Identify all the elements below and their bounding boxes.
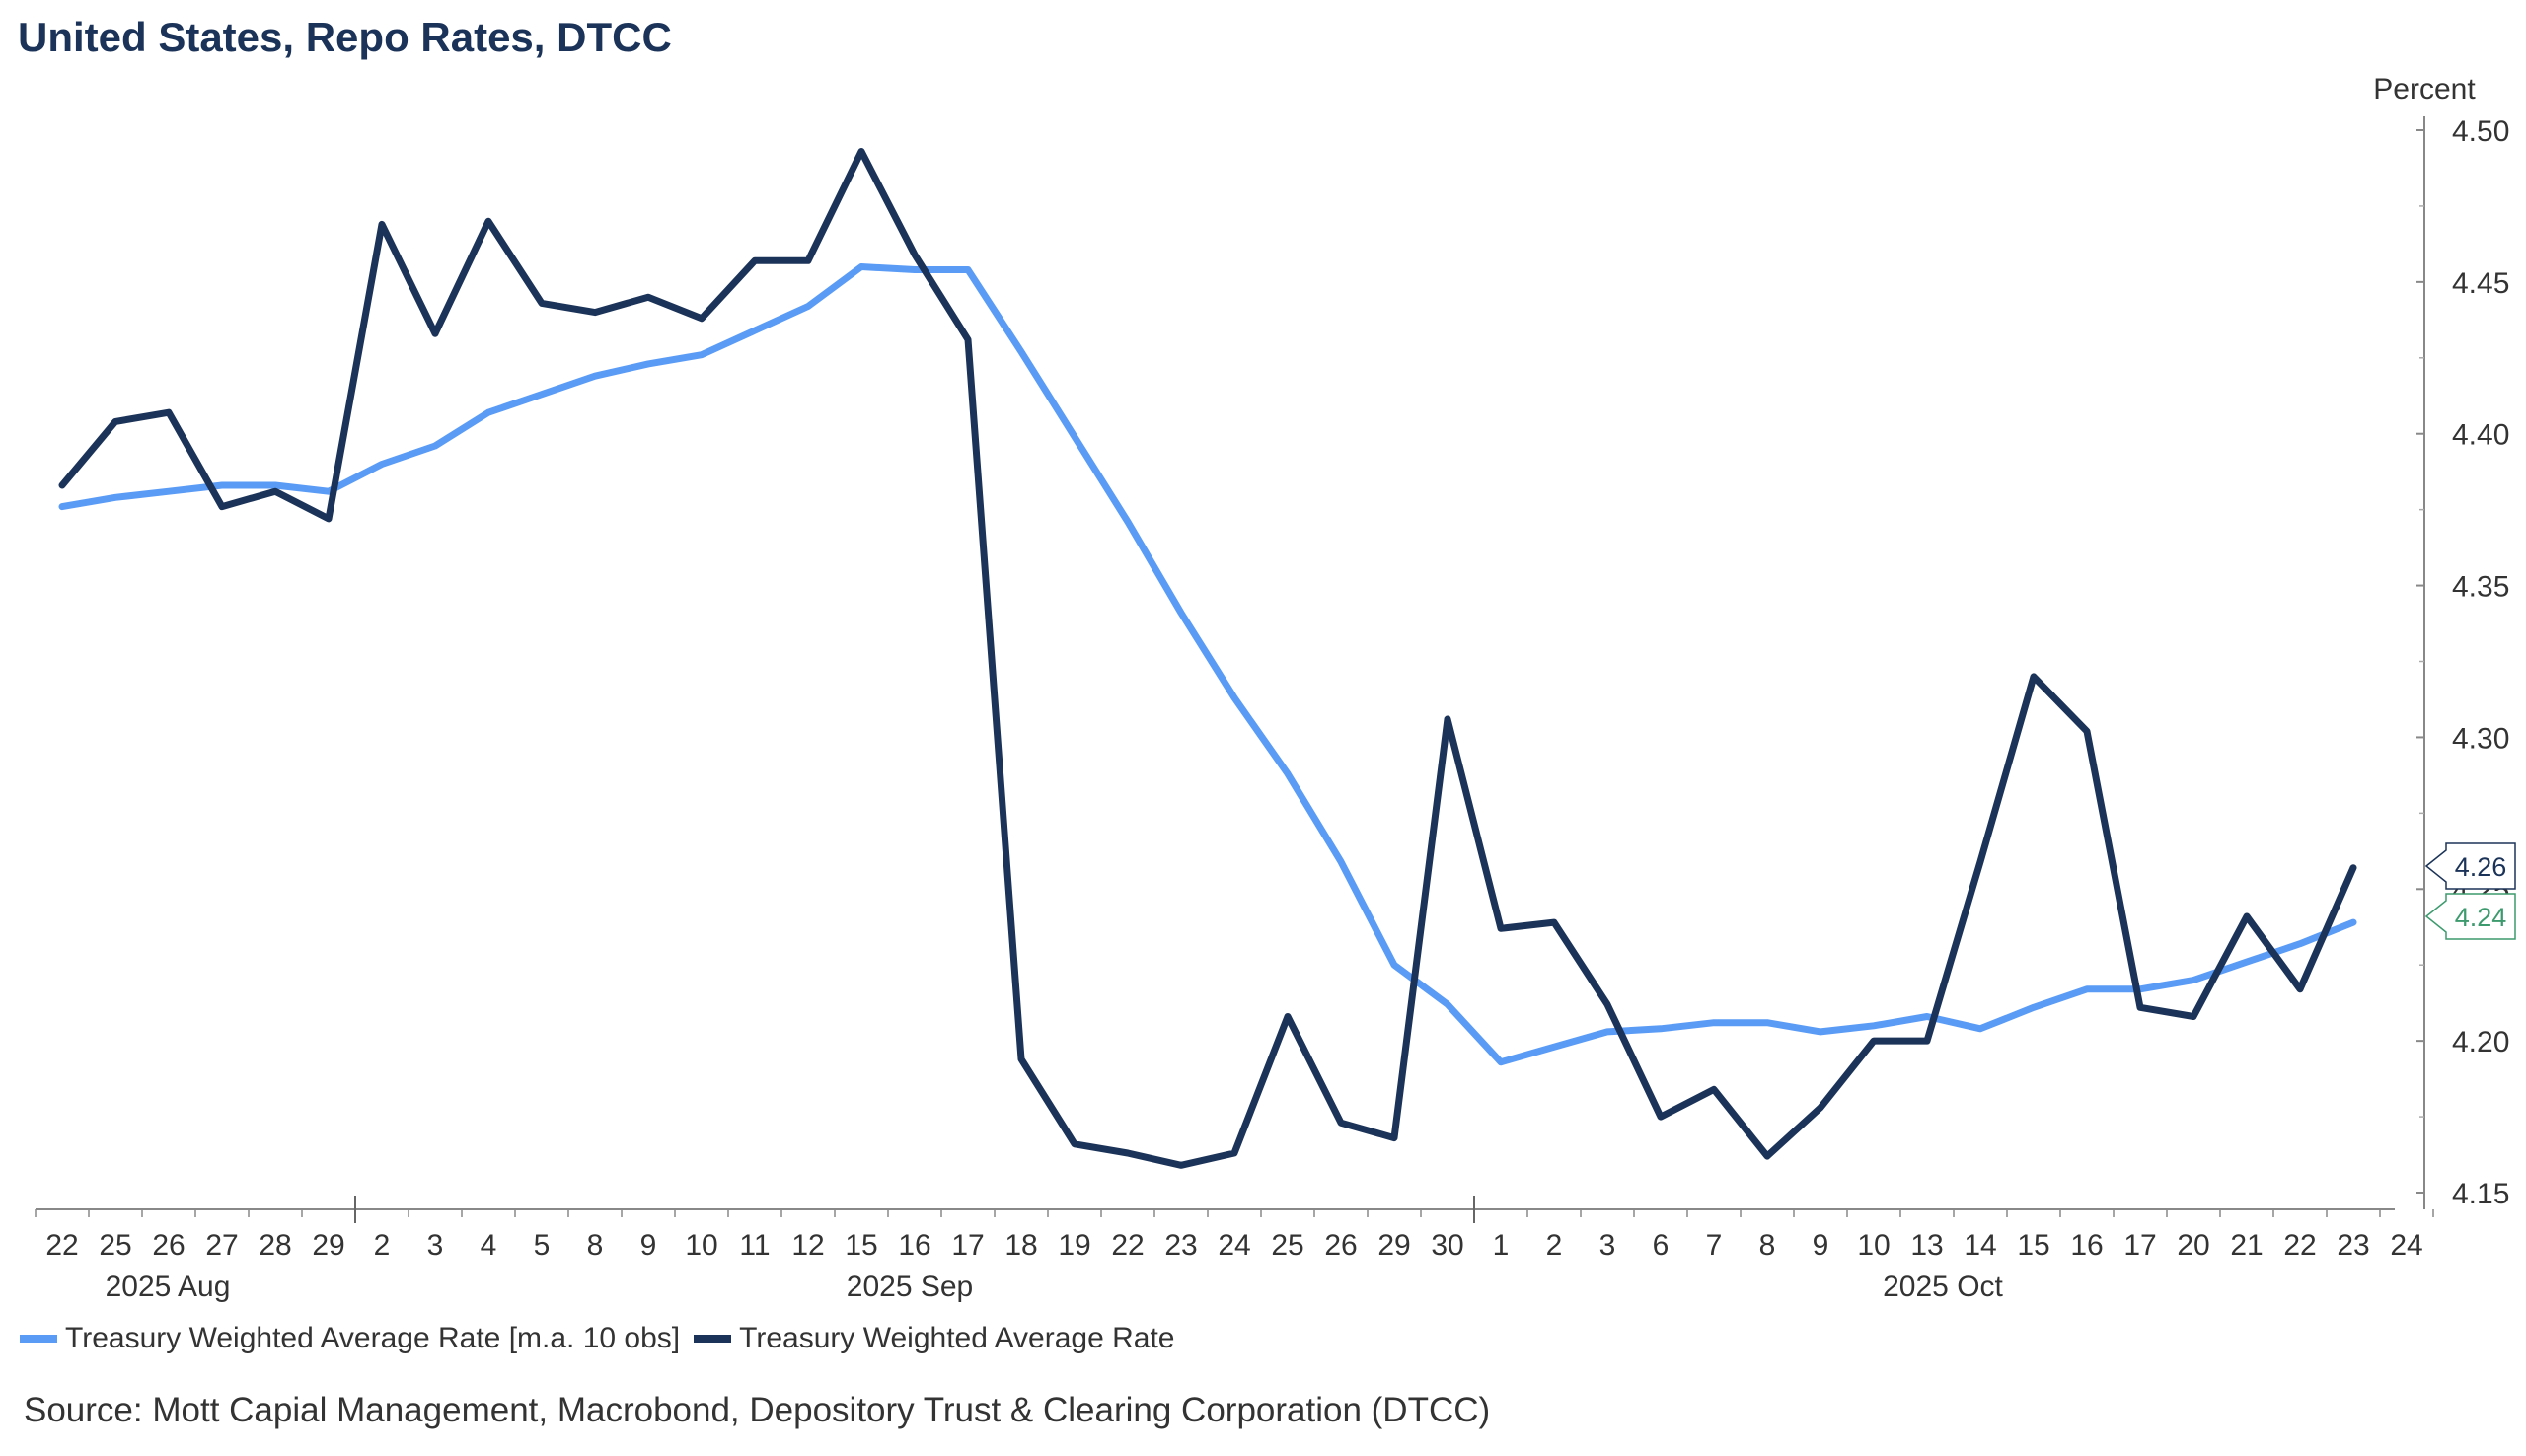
- x-tick-label: 8: [1759, 1229, 1776, 1262]
- series-lines: [58, 148, 2357, 1169]
- x-tick-label: 27: [205, 1229, 238, 1262]
- legend: Treasury Weighted Average Rate [m.a. 10 …: [20, 1322, 1188, 1355]
- x-tick-label: 1: [1493, 1229, 1510, 1262]
- x-tick-label: 12: [791, 1229, 824, 1262]
- series-line-moving-average: [58, 263, 2357, 1066]
- x-tick-label: 16: [2070, 1229, 2103, 1262]
- x-tick-label: 6: [1653, 1229, 1670, 1262]
- x-tick-label: 14: [1964, 1229, 1996, 1262]
- y-tick-label: 4.20: [2452, 1026, 2509, 1058]
- y-tick-label: 4.30: [2452, 722, 2509, 755]
- x-tick-label: 2: [374, 1229, 391, 1262]
- end-value-labels: 4.26 4.24: [2424, 842, 2516, 940]
- legend-label-rate: Treasury Weighted Average Rate: [739, 1322, 1175, 1354]
- x-tick-label: 22: [45, 1229, 78, 1262]
- x-tick-label: 9: [640, 1229, 657, 1262]
- end-label: 4.26: [2424, 842, 2516, 890]
- x-tick-label: 3: [427, 1229, 444, 1262]
- y-tick-label: 4.35: [2452, 571, 2509, 604]
- y-tick-label: 4.50: [2452, 115, 2509, 148]
- x-tick-label: 26: [1324, 1229, 1357, 1262]
- y-tick-label: 4.45: [2452, 267, 2509, 300]
- y-tick-label: 4.40: [2452, 419, 2509, 452]
- x-tick-label: 19: [1058, 1229, 1090, 1262]
- x-tick-label: 10: [1857, 1229, 1890, 1262]
- x-tick-label: 22: [1111, 1229, 1144, 1262]
- x-tick-label: 24: [1218, 1229, 1250, 1262]
- legend-swatch-rate: [694, 1335, 732, 1343]
- x-tick-label: 22: [2283, 1229, 2316, 1262]
- end-label: 4.24: [2424, 893, 2516, 940]
- x-tick-label: 2: [1546, 1229, 1563, 1262]
- x-tick-label: 29: [312, 1229, 344, 1262]
- x-tick-label: 11: [739, 1229, 770, 1262]
- y-axis-label: Percent: [2373, 73, 2476, 106]
- x-tick-label: 15: [2017, 1229, 2049, 1262]
- x-tick-label: 28: [259, 1229, 291, 1262]
- x-tick-label: 17: [951, 1229, 984, 1262]
- legend-label-ma: Treasury Weighted Average Rate [m.a. 10 …: [65, 1322, 681, 1354]
- x-tick-label: 13: [1910, 1229, 1943, 1262]
- end-label-value: 4.26: [2455, 852, 2507, 882]
- x-tick-label: 3: [1599, 1229, 1616, 1262]
- x-tick-label: 8: [587, 1229, 604, 1262]
- x-tick-label: 25: [99, 1229, 131, 1262]
- end-label-box: [2424, 842, 2516, 890]
- x-tick-label: 4: [481, 1229, 497, 1262]
- x-tick-label: 30: [1431, 1229, 1463, 1262]
- x-tick-label: 24: [2390, 1229, 2422, 1262]
- legend-item-ma: Treasury Weighted Average Rate [m.a. 10 …: [20, 1322, 680, 1355]
- y-tick-label: 4.15: [2452, 1178, 2509, 1210]
- x-tick-label: 15: [845, 1229, 877, 1262]
- x-tick-label: 18: [1004, 1229, 1037, 1262]
- x-tick-label: 5: [534, 1229, 551, 1262]
- end-label-value: 4.24: [2455, 903, 2507, 932]
- x-tick-label: 25: [1271, 1229, 1303, 1262]
- source-note: Source: Mott Capial Management, Macrobon…: [24, 1391, 1491, 1429]
- x-tick-label: 20: [2177, 1229, 2209, 1262]
- x-tick-label: 10: [685, 1229, 717, 1262]
- legend-item-rate: Treasury Weighted Average Rate: [694, 1322, 1174, 1355]
- x-tick-label: 26: [152, 1229, 185, 1262]
- end-label-box: [2424, 893, 2516, 940]
- month-label: 2025 Oct: [1883, 1271, 2003, 1303]
- month-label: 2025 Aug: [106, 1271, 231, 1303]
- axes: [35, 116, 2434, 1223]
- x-tick-label: 7: [1706, 1229, 1723, 1262]
- x-tick-label: 16: [898, 1229, 930, 1262]
- chart-title: United States, Repo Rates, DTCC: [18, 14, 672, 60]
- x-tick-label: 9: [1813, 1229, 1829, 1262]
- x-tick-label: 21: [2230, 1229, 2263, 1262]
- legend-swatch-ma: [20, 1335, 57, 1343]
- x-tick-label: 17: [2123, 1229, 2156, 1262]
- x-tick-label: 29: [1377, 1229, 1410, 1262]
- x-tick-label: 23: [1164, 1229, 1197, 1262]
- x-tick-label: 23: [2337, 1229, 2369, 1262]
- series-line-rate: [58, 148, 2357, 1169]
- month-label: 2025 Sep: [847, 1271, 973, 1303]
